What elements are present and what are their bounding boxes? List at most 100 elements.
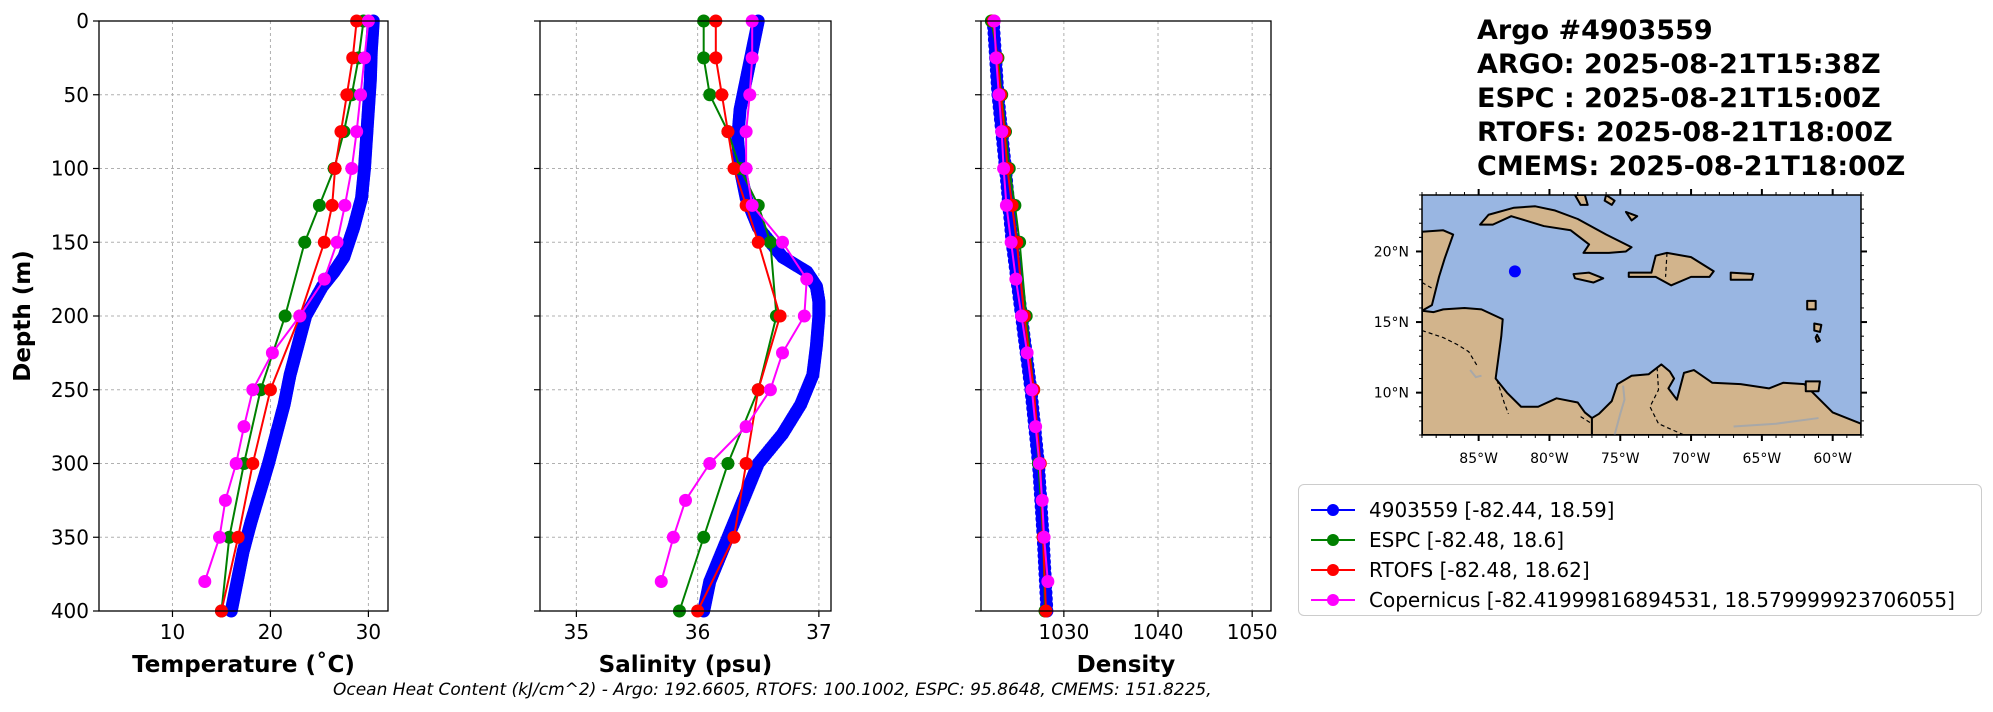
point-espc [312, 198, 326, 212]
point-cmems [317, 272, 331, 286]
point-rtofs [721, 125, 735, 139]
ytick-label: 350 [51, 525, 89, 549]
map-ytick-label: 10°N [1374, 386, 1409, 402]
xtick-label: 30 [356, 620, 381, 644]
x-axis-label: Salinity (psu) [599, 652, 773, 678]
point-rtofs [340, 88, 354, 102]
point-rtofs [727, 162, 741, 175]
point-cmems [743, 88, 757, 102]
point-cmems [1004, 235, 1018, 249]
series-rtofs [691, 14, 787, 618]
legend-label-argo: 4903559 [-82.44, 18.59] [1369, 498, 1615, 522]
series-cmems [654, 14, 814, 588]
profile-panel-2: 35 36 37 Salinity (psu) [534, 14, 832, 678]
map-frame [1421, 194, 1862, 436]
xtick-label: 37 [806, 620, 831, 644]
point-rtofs [739, 457, 753, 470]
point-cmems [995, 125, 1009, 139]
title-line-4: RTOFS: 2025-08-21T18:00Z [1477, 117, 1893, 148]
ytick-label: 0 [76, 9, 89, 33]
land-group [1422, 195, 1861, 435]
x-axis-label: Temperature (˚C) [132, 651, 355, 678]
point-rtofs [773, 309, 787, 323]
river [1613, 385, 1626, 435]
xtick-label: 1030 [1038, 620, 1089, 644]
point-cmems [293, 309, 307, 323]
land-trinidad [1804, 380, 1821, 393]
legend-item-rtofs: RTOFS [-82.48, 18.62] [1311, 555, 1590, 585]
point-rtofs [231, 530, 245, 544]
point-cmems [1037, 530, 1051, 544]
point-cmems [1029, 420, 1043, 434]
map-ytick-label: 15°N [1374, 315, 1409, 331]
point-rtofs [727, 530, 741, 544]
river [1733, 417, 1819, 428]
line-cmems [660, 21, 808, 582]
point-cmems [776, 235, 789, 249]
legend-item-espc: ESPC [-82.48, 18.6] [1311, 525, 1564, 555]
land-lesser-antilles-3 [1814, 333, 1821, 343]
point-cmems [703, 457, 717, 470]
series-group [984, 14, 1055, 618]
point-cmems [739, 162, 753, 175]
point-cmems [739, 420, 753, 434]
border [1422, 282, 1433, 289]
land-cuba [1479, 205, 1633, 254]
point-cmems [345, 162, 359, 175]
point-cmems [745, 51, 759, 65]
series-rtofs [214, 14, 364, 618]
legend-swatch-argo [1311, 500, 1355, 520]
profile-panel-1: 0 50 100 150 200 250 300 350 400 10 20 30Temperatur… [10, 9, 389, 678]
series-cmems [987, 14, 1055, 588]
land-bahamas-1 [1573, 195, 1589, 206]
series-group [198, 14, 380, 618]
series-cmems [198, 14, 375, 588]
point-cmems [237, 420, 251, 434]
land-puerto-rico [1729, 271, 1755, 281]
ytick-label: 250 [51, 378, 89, 402]
point-rtofs [325, 198, 339, 212]
xtick-label: 35 [564, 620, 589, 644]
point-rtofs [751, 235, 765, 249]
point-espc [703, 88, 717, 102]
point-espc [763, 235, 777, 249]
point-cmems [357, 51, 371, 65]
point-cmems [350, 125, 364, 139]
land-yucatan [1422, 229, 1455, 312]
ytick-label: 400 [51, 599, 89, 623]
map-xtick-label: 70°W [1672, 451, 1711, 467]
point-cmems [218, 493, 232, 507]
map-xtick-label: 85°W [1459, 451, 1498, 467]
point-cmems [797, 309, 811, 323]
point-cmems [776, 346, 789, 360]
point-cmems [1025, 383, 1039, 397]
map-xtick-label: 80°W [1530, 451, 1569, 467]
axes-frame [539, 20, 832, 612]
point-cmems [763, 383, 777, 397]
ytick-label: 200 [51, 304, 89, 328]
title-line-1: Argo #4903559 [1477, 15, 1713, 46]
point-cmems [338, 198, 352, 212]
axes-frame [98, 20, 389, 612]
xtick-label: 20 [258, 620, 283, 644]
land-lesser-antilles-2 [1813, 322, 1823, 333]
point-cmems [1014, 309, 1028, 323]
legend-swatch-espc [1311, 530, 1355, 550]
border [1496, 379, 1509, 415]
point-cmems [1035, 493, 1049, 507]
point-cmems [229, 457, 243, 470]
map-ytick-label: 20°N [1374, 244, 1409, 260]
land-jamaica [1572, 271, 1605, 284]
land-south-america [1590, 363, 1861, 435]
point-cmems [745, 198, 759, 212]
point-cmems [997, 162, 1011, 175]
xtick-label: 36 [685, 620, 710, 644]
ytick-label: 150 [51, 230, 89, 254]
map-xtick-label: 60°W [1813, 451, 1852, 467]
point-rtofs [346, 51, 360, 65]
point-rtofs [715, 88, 729, 102]
point-cmems [246, 383, 260, 397]
point-espc [278, 309, 292, 323]
point-cmems [666, 530, 680, 544]
point-rtofs [751, 383, 765, 397]
